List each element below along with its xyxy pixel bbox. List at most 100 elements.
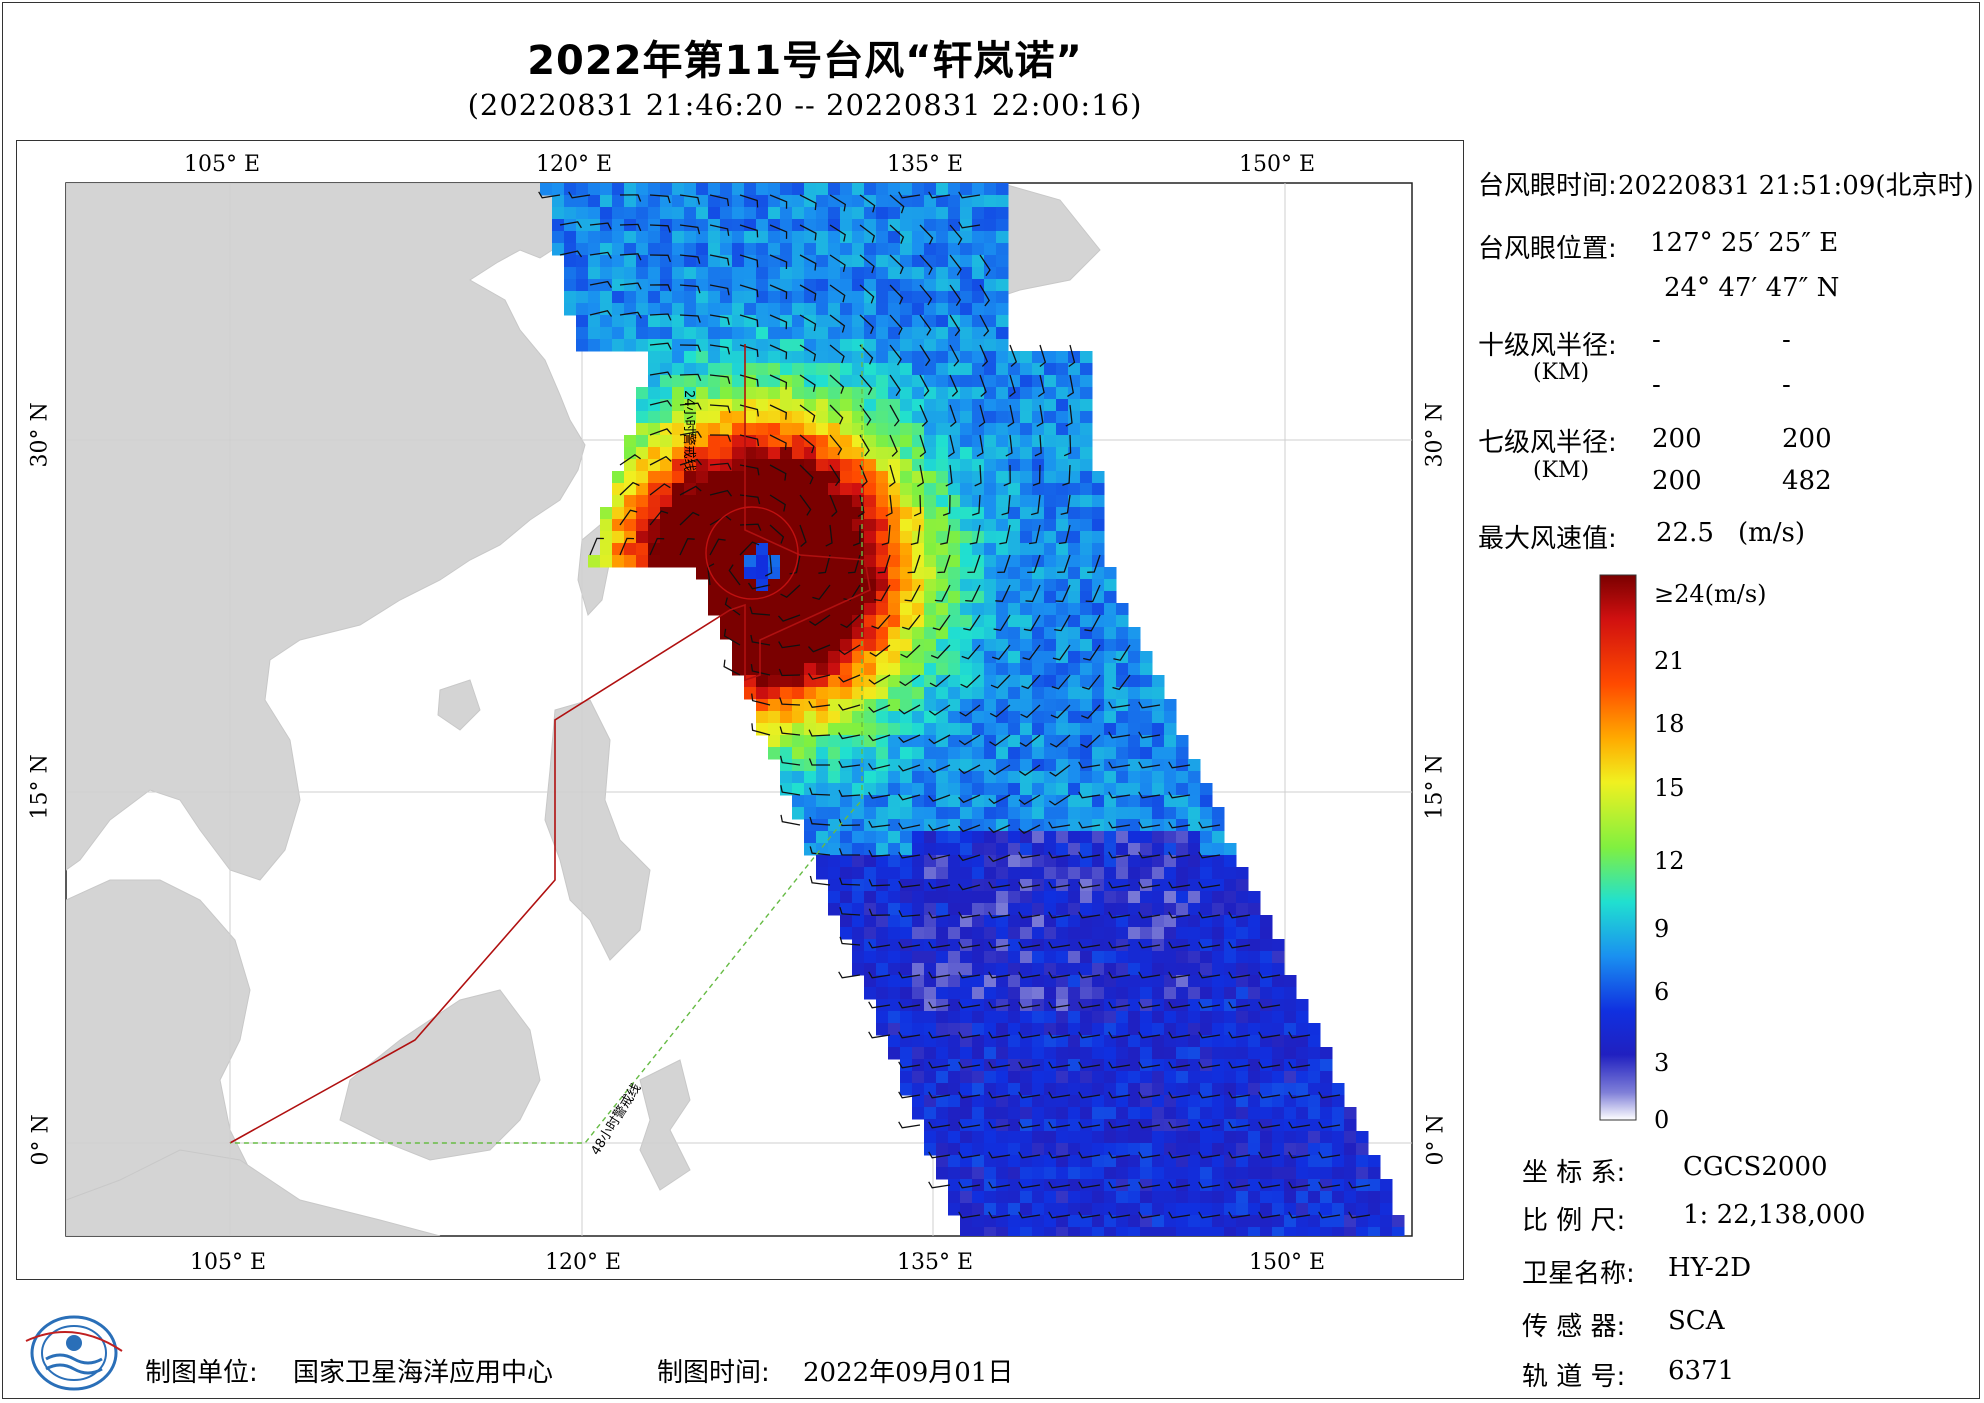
wind-speed-cell bbox=[1020, 615, 1033, 628]
wind-speed-cell bbox=[1008, 1059, 1021, 1072]
wind-speed-cell bbox=[1068, 735, 1081, 748]
wind-speed-cell bbox=[960, 687, 973, 700]
wind-speed-cell bbox=[612, 531, 625, 544]
wind-speed-cell bbox=[672, 255, 685, 268]
wind-speed-cell bbox=[948, 471, 961, 484]
wind-speed-cell bbox=[912, 183, 925, 196]
wind-speed-cell bbox=[1152, 771, 1165, 784]
wind-barb bbox=[1078, 911, 1101, 919]
wind-speed-cell bbox=[1032, 567, 1045, 580]
wind-speed-cell bbox=[1116, 999, 1129, 1012]
wind-speed-cell bbox=[984, 435, 997, 448]
wind-speed-cell bbox=[1344, 1155, 1357, 1168]
wind-speed-cell bbox=[1356, 1179, 1369, 1192]
wind-speed-cell bbox=[864, 687, 877, 700]
wind-speed-cell bbox=[948, 915, 961, 928]
wind-barb bbox=[799, 194, 817, 211]
wind-speed-cell bbox=[1092, 495, 1105, 508]
wind-speed-cell bbox=[888, 279, 901, 292]
wind-speed-cell bbox=[732, 279, 745, 292]
wind-speed-cell bbox=[1152, 675, 1165, 688]
wind-barb bbox=[709, 489, 733, 497]
wind-speed-cell bbox=[1032, 1071, 1045, 1084]
wind-speed-cell bbox=[936, 603, 949, 616]
land-hainan bbox=[437, 679, 481, 731]
land-borneo bbox=[339, 989, 541, 1161]
wind-speed-cell bbox=[1356, 1143, 1369, 1156]
wind-speed-cell bbox=[948, 1203, 961, 1216]
wind-speed-cell bbox=[1080, 615, 1093, 628]
wind-speed-cell bbox=[996, 975, 1009, 988]
wind-speed-cell bbox=[1368, 1167, 1381, 1180]
wind-speed-cell bbox=[936, 495, 949, 508]
wind-speed-cell bbox=[948, 1059, 961, 1072]
wind-speed-cell bbox=[996, 999, 1009, 1012]
wind-speed-cell bbox=[1176, 1227, 1189, 1236]
wind-speed-cell bbox=[1068, 867, 1081, 880]
wind-barb bbox=[807, 673, 831, 680]
wind-speed-cell bbox=[852, 255, 865, 268]
wind-speed-cell bbox=[708, 387, 721, 400]
wind-speed-cell bbox=[1068, 483, 1081, 496]
wind-speed-cell bbox=[1080, 831, 1093, 844]
wind-speed-cell bbox=[1020, 963, 1033, 976]
wind-speed-cell bbox=[936, 1131, 949, 1144]
wind-speed-cell bbox=[804, 771, 817, 784]
wind-barb bbox=[1198, 1121, 1221, 1129]
wind-speed-cell bbox=[876, 591, 889, 604]
wind-speed-cell bbox=[888, 891, 901, 904]
wind-speed-cell bbox=[1116, 675, 1129, 688]
wind-speed-cell bbox=[792, 459, 805, 472]
wind-speed-cell bbox=[636, 231, 649, 244]
wind-speed-cell bbox=[1260, 1023, 1273, 1036]
wind-barb bbox=[963, 614, 981, 631]
wind-speed-cell bbox=[816, 231, 829, 244]
radius7-value-1: 200 bbox=[1652, 424, 1702, 454]
wind-speed-cell bbox=[972, 567, 985, 580]
wind-speed-cell bbox=[1296, 1023, 1309, 1036]
wind-speed-cell bbox=[876, 999, 889, 1012]
wind-speed-cell bbox=[1152, 927, 1165, 940]
wind-speed-cell bbox=[900, 531, 913, 544]
wind-speed-cell bbox=[1272, 1035, 1285, 1048]
wind-speed-cell bbox=[1068, 603, 1081, 616]
wind-speed-cell bbox=[1008, 567, 1021, 580]
wind-speed-cell bbox=[1176, 999, 1189, 1012]
wind-speed-cell bbox=[828, 207, 841, 220]
wind-barb bbox=[945, 464, 953, 487]
wind-speed-cell bbox=[648, 555, 661, 568]
wind-barb bbox=[928, 1061, 951, 1069]
wind-speed-cell bbox=[1068, 831, 1081, 844]
wind-speed-cell bbox=[1008, 471, 1021, 484]
wind-barb bbox=[979, 254, 991, 277]
wind-speed-cell bbox=[1080, 639, 1093, 652]
wind-speed-cell bbox=[996, 231, 1009, 244]
wind-speed-cell bbox=[684, 255, 697, 268]
wind-speed-cell bbox=[888, 783, 901, 796]
wind-speed-cell bbox=[1272, 1023, 1285, 1036]
wind-speed-cell bbox=[1080, 1203, 1093, 1216]
wind-speed-cell bbox=[840, 747, 853, 760]
wind-speed-cell bbox=[900, 1071, 913, 1084]
wind-speed-cell bbox=[864, 255, 877, 268]
wind-speed-cell bbox=[1008, 459, 1021, 472]
wind-speed-cell bbox=[804, 423, 817, 436]
wind-speed-cell bbox=[888, 207, 901, 220]
wind-speed-cell bbox=[732, 327, 745, 340]
wind-speed-cell bbox=[1176, 903, 1189, 916]
wind-speed-cell bbox=[876, 543, 889, 556]
wind-barb bbox=[1198, 821, 1221, 829]
wind-barb bbox=[789, 554, 801, 575]
wind-speed-cell bbox=[1260, 927, 1273, 940]
wind-speed-cell bbox=[900, 351, 913, 364]
wind-speed-cell bbox=[1008, 843, 1021, 856]
wind-barb bbox=[957, 883, 981, 891]
wind-speed-cell bbox=[876, 423, 889, 436]
wind-speed-cell bbox=[744, 519, 757, 532]
wind-speed-cell bbox=[1056, 555, 1069, 568]
wind-speed-cell bbox=[936, 363, 949, 376]
colorbar-label-21: 21 bbox=[1654, 647, 1685, 675]
wind-speed-cell bbox=[912, 483, 925, 496]
wind-speed-cell bbox=[1068, 1203, 1081, 1216]
wind-speed-cell bbox=[1176, 1071, 1189, 1084]
